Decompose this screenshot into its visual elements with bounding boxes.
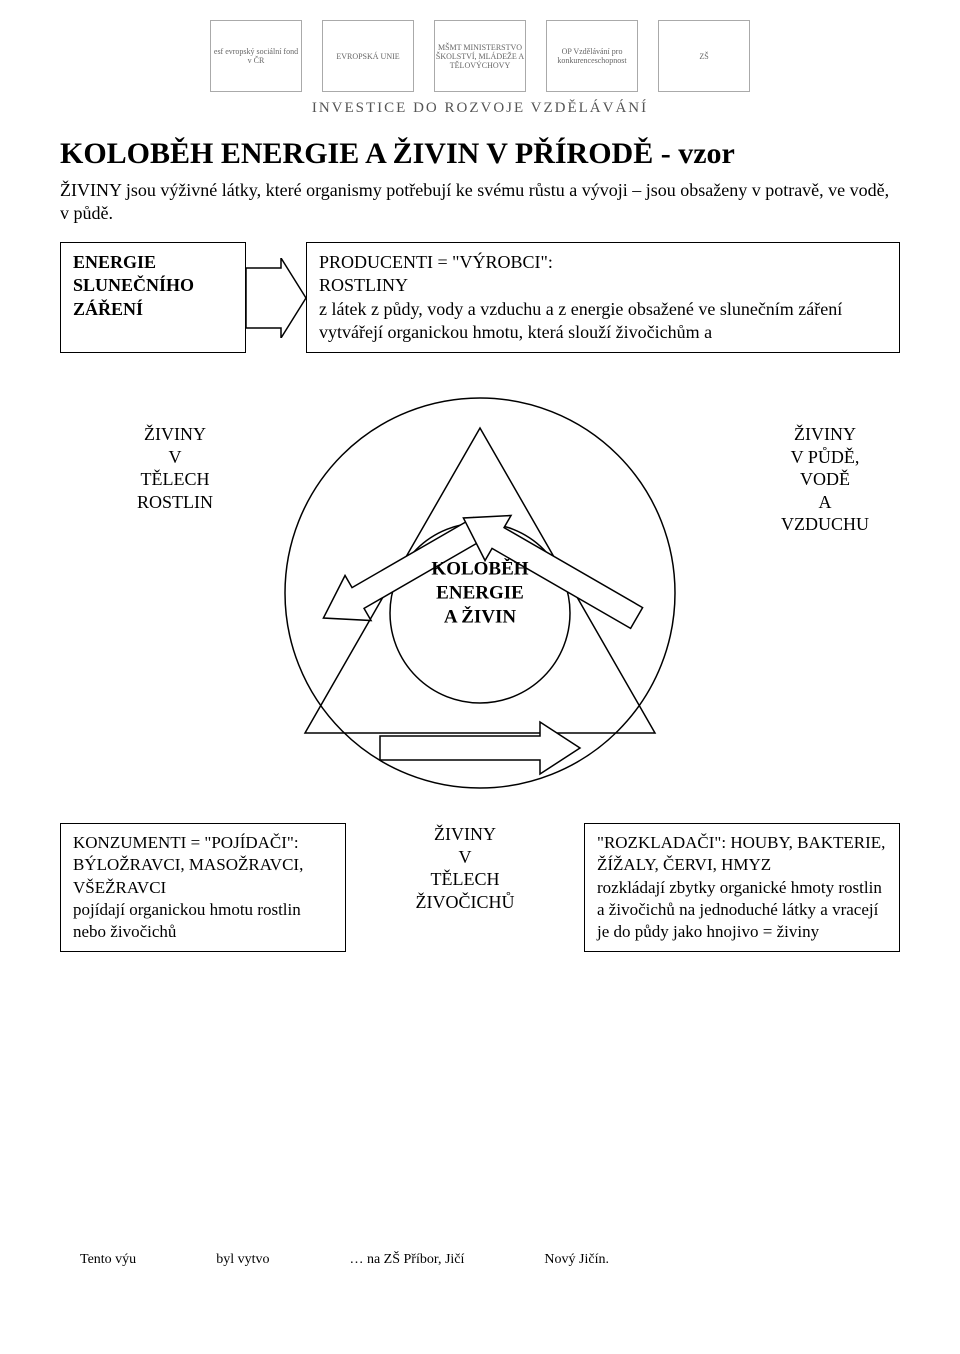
footer-frag-1: byl vytvo [216,1252,269,1268]
top-row: ENERGIE SLUNEČNÍHO ZÁŘENÍ PRODUCENTI = "… [60,242,900,354]
cycle-label-center: KOLOBĚH ENERGIE A ŽIVIN [410,558,550,629]
arrow-energy-to-producers [246,242,306,354]
intro-text: ŽIVINY jsou výživné látky, které organis… [60,179,900,226]
logo-bar: esf evropský sociální fond v ČR EVROPSKÁ… [60,20,900,92]
logo-school: ZŠ [658,20,750,92]
logo-esf: esf evropský sociální fond v ČR [210,20,302,92]
cycle-label-soil: ŽIVINY V PŮDĚ, VODĚ A VZDUCHU [750,423,900,536]
consumers-box: KONZUMENTI = "POJÍDAČI": BÝLOŽRAVCI, MAS… [60,823,346,951]
cycle-diagram: ŽIVINY V TĚLECH ROSTLIN ŽIVINY V PŮDĚ, V… [60,383,900,803]
energy-box-text: ENERGIE SLUNEČNÍHO ZÁŘENÍ [73,252,194,319]
producers-box: PRODUCENTI = "VÝROBCI": ROSTLINY z látek… [306,242,900,354]
logo-op: OP Vzdělávání pro konkurenceschopnost [546,20,638,92]
page-title: KOLOBĚH ENERGIE A ŽIVIN V PŘÍRODĚ - vzor [60,137,900,171]
logo-eu: EVROPSKÁ UNIE [322,20,414,92]
bottom-row: KONZUMENTI = "POJÍDAČI": BÝLOŽRAVCI, MAS… [60,823,900,951]
footer: Tento výu byl vytvo … na ZŠ Příbor, Jičí… [60,1252,900,1268]
cycle-label-animals: ŽIVINY V TĚLECH ŽIVOČICHŮ [416,823,515,913]
decomposers-box: "ROZKLADAČI": HOUBY, BAKTERIE, ŽÍŽALY, Č… [584,823,900,951]
footer-frag-2: … na ZŠ Příbor, Jičí [349,1252,464,1268]
logo-msmt: MŠMT MINISTERSTVO ŠKOLSTVÍ, MLÁDEŽE A TĚ… [434,20,526,92]
bottom-mid-col: ŽIVINY V TĚLECH ŽIVOČICHŮ [366,823,564,913]
energy-box: ENERGIE SLUNEČNÍHO ZÁŘENÍ [60,242,246,354]
footer-frag-3: Nový Jičín. [544,1252,609,1268]
header-subtitle: INVESTICE DO ROZVOJE VZDĚLÁVÁNÍ [60,100,900,117]
cycle-label-plants: ŽIVINY V TĚLECH ROSTLIN [100,423,250,513]
cycle-center-text: KOLOBĚH ENERGIE A ŽIVIN [431,559,528,628]
footer-frag-0: Tento výu [80,1252,136,1268]
